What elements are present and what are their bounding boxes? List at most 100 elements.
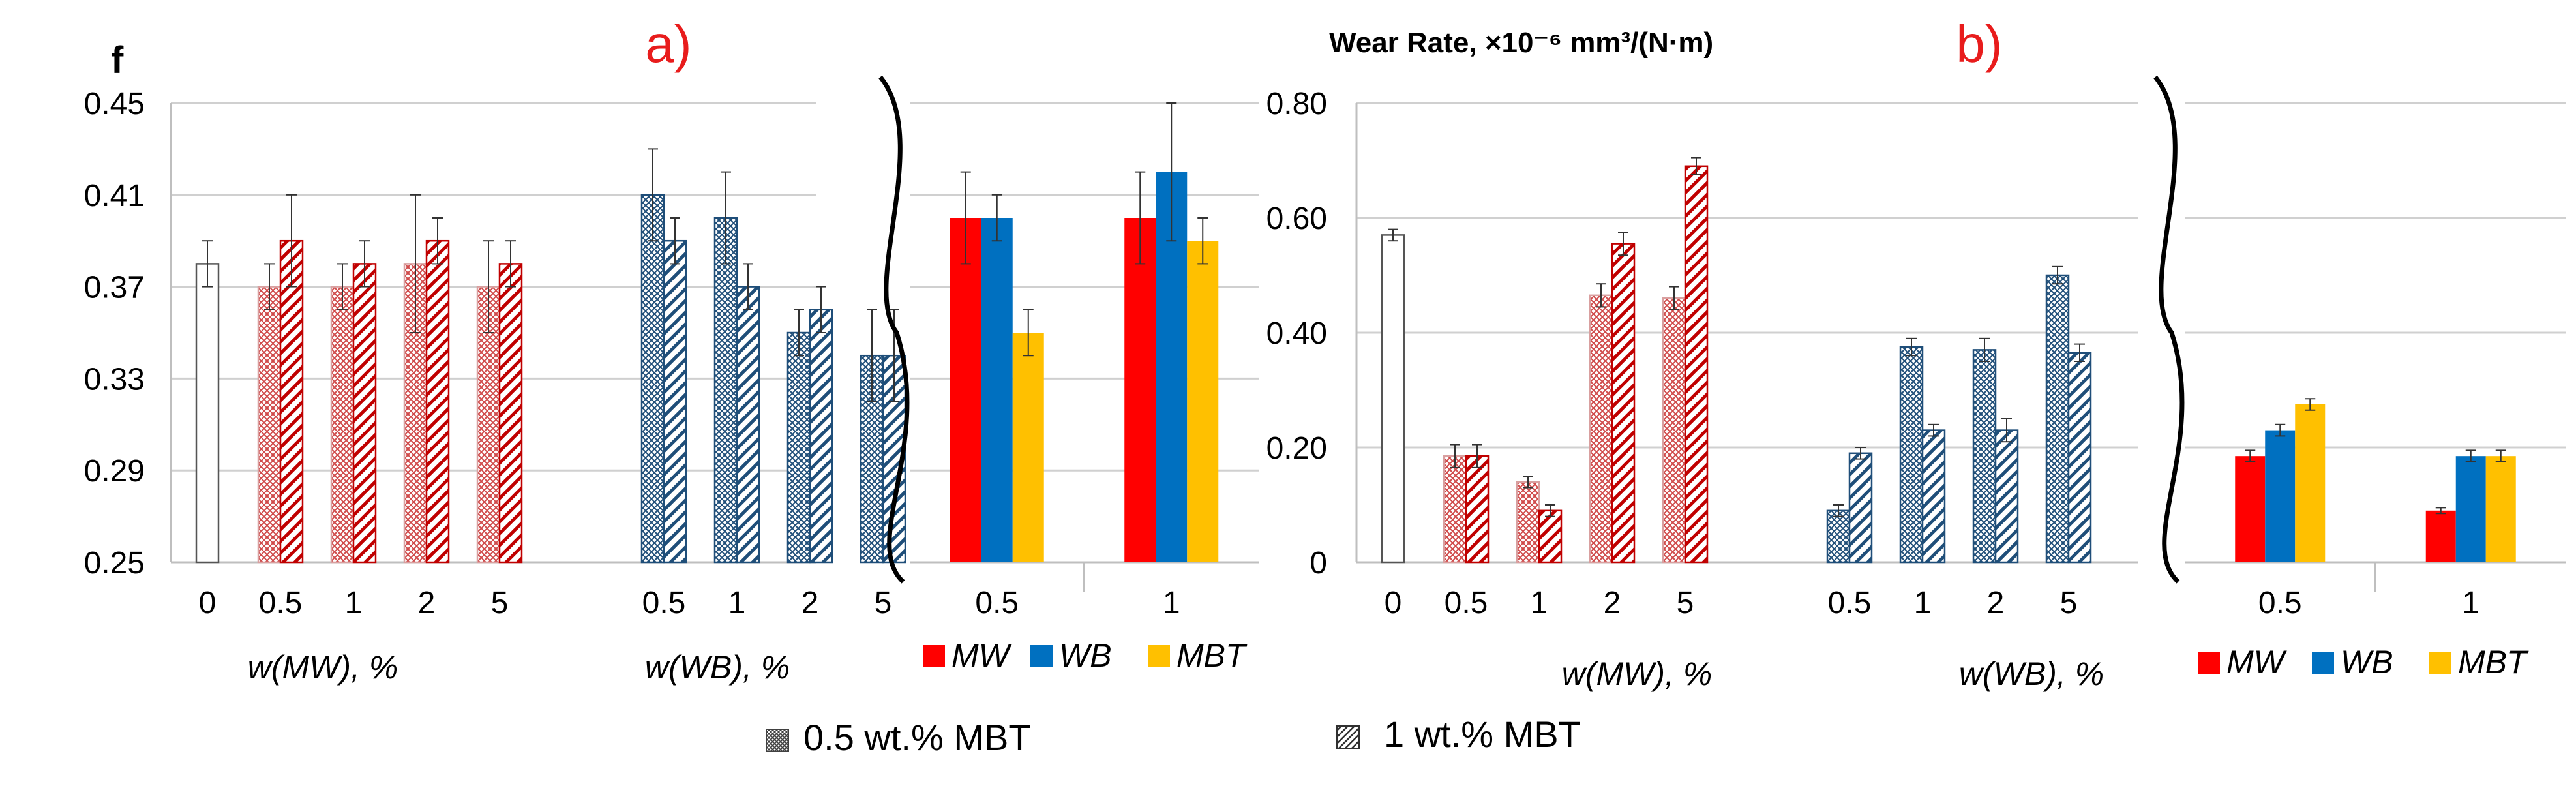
y-tick-label: 0.37	[84, 271, 145, 305]
bar-mw-crosshatch	[257, 286, 282, 564]
bar-mw-crosshatch	[476, 286, 501, 564]
panel-a-inset-legend: MW WB MBT	[923, 637, 1248, 674]
bar-mw-crosshatch	[1662, 297, 1686, 564]
panel-b-title: Wear Rate, ×10⁻⁶ mm³/(N·m)	[1329, 27, 1713, 59]
legend-diagonal-swatch	[1336, 725, 1360, 749]
x-tick-label: 2	[418, 586, 436, 620]
inset-bar-mw	[950, 218, 981, 562]
inset-bar-mbt	[2295, 404, 2326, 562]
y-tick-label: 0.29	[84, 454, 145, 489]
legend-diagonal-label: 1 wt.% MBT	[1384, 714, 1581, 755]
panel-a-x-tick-labels: 0 0.5 1 2 5 0.5 1 2 5 0.5 1	[199, 586, 1180, 620]
panel-a-main-bars	[195, 148, 906, 564]
legend-label-mw: MW	[951, 637, 1013, 674]
bar-wb-diagonal	[1921, 429, 1946, 564]
x-tick-label: 5	[875, 586, 892, 620]
x-tick-label: 0.5	[1828, 586, 1872, 620]
inset-bar-mbt	[1012, 333, 1044, 562]
bar-mw-diagonal	[352, 263, 377, 564]
inset-bar-mbt	[1187, 241, 1219, 562]
inset-bar-wb	[2455, 456, 2486, 562]
bar-mw-diagonal	[1538, 509, 1563, 564]
bar-mw-diagonal	[498, 263, 523, 564]
panel-a-corner-label: f	[111, 39, 124, 82]
legend-label-wb: WB	[2341, 644, 2393, 680]
bar-base-blank	[1381, 234, 1405, 564]
legend-swatch-mw	[2198, 652, 2220, 674]
panel-a-y-tick-labels: 0.25 0.29 0.33 0.37 0.41 0.45	[84, 87, 145, 581]
panel-b-inset-legend: MW WB MBT	[2198, 644, 2529, 680]
inset-bar-mw	[2235, 456, 2266, 562]
x-tick-label: 1	[728, 586, 746, 620]
panel-b-y-tick-labels: 0 0.20 0.40 0.60 0.80	[1266, 87, 1327, 581]
x-tick-label: 2	[801, 586, 819, 620]
bar-wb-crosshatch	[1826, 509, 1851, 564]
bar-mw-crosshatch	[1443, 455, 1467, 564]
panel-b-xlabel-mw: w(MW), %	[1562, 656, 1713, 692]
panel-b-inset-bars	[2153, 75, 2516, 592]
pattern-legend: 0.5 wt.% MBT 1 wt.% MBT	[766, 714, 1581, 758]
bar-mw-diagonal	[1684, 165, 1709, 564]
legend-label-mw: MW	[2226, 644, 2288, 680]
bar-wb-diagonal	[1994, 429, 2019, 564]
bar-mw-diagonal	[279, 239, 304, 564]
y-tick-label: 0.60	[1266, 202, 1327, 236]
bar-mw-diagonal	[1465, 455, 1490, 564]
bar-mw-diagonal	[425, 239, 450, 564]
inset-bar-wb	[2265, 430, 2296, 562]
panel-a-xlabel-mw: w(MW), %	[248, 649, 398, 686]
inset-x-tick-label: 1	[2462, 586, 2479, 620]
panel-a-label: a)	[645, 15, 691, 73]
y-tick-label: 0.80	[1266, 87, 1327, 121]
legend-label-mbt: MBT	[1176, 637, 1248, 674]
x-tick-label: 0.5	[642, 586, 686, 620]
bar-wb-crosshatch	[786, 331, 811, 564]
x-tick-label: 0.5	[259, 586, 303, 620]
panel-b-xlabel-wb: w(WB), %	[1959, 656, 2104, 692]
inset-bar-wb	[981, 218, 1013, 562]
bar-mw-crosshatch	[1589, 294, 1613, 564]
inset-x-tick-label: 1	[1163, 586, 1180, 620]
bar-mw-crosshatch	[1516, 481, 1540, 564]
legend-swatch-mbt	[1148, 645, 1170, 667]
bar-wb-crosshatch	[640, 194, 665, 564]
legend-label-mbt: MBT	[2458, 644, 2529, 680]
axis-break-curve	[2153, 75, 2185, 584]
panel-b-chart: Wear Rate, ×10⁻⁶ mm³/(N·m) b) 0 0.20 0.40 0…	[1266, 15, 2566, 692]
x-tick-label: 5	[491, 586, 509, 620]
x-tick-label: 5	[2060, 586, 2078, 620]
inset-bar-mw	[1124, 218, 1156, 562]
legend-swatch-mbt	[2429, 652, 2451, 674]
legend-swatch-mw	[923, 645, 945, 667]
y-tick-label: 0.33	[84, 362, 145, 397]
bar-wb-diagonal	[809, 309, 833, 564]
x-tick-label: 0	[199, 586, 217, 620]
legend-swatch-wb	[2312, 652, 2334, 674]
bar-wb-diagonal	[736, 286, 760, 564]
y-tick-label: 0.40	[1266, 316, 1327, 351]
x-tick-label: 1	[1531, 586, 1548, 620]
y-tick-label: 0.25	[84, 546, 145, 581]
legend-label-wb: WB	[1059, 637, 1112, 674]
inset-bar-mw	[2425, 510, 2456, 562]
panel-b-label: b)	[1956, 15, 2002, 73]
bar-wb-crosshatch	[2045, 274, 2070, 564]
inset-x-tick-label: 0.5	[975, 586, 1019, 620]
bar-base-blank	[195, 263, 220, 564]
panel-b-main-bars	[1381, 157, 2092, 564]
legend-crosshatch-swatch	[766, 729, 789, 752]
x-tick-label: 5	[1677, 586, 1694, 620]
legend-crosshatch-label: 0.5 wt.% MBT	[803, 717, 1031, 758]
y-tick-label: 0.45	[84, 87, 145, 121]
bar-wb-diagonal	[2067, 352, 2092, 564]
bar-wb-crosshatch	[1899, 346, 1924, 564]
x-tick-label: 0	[1385, 586, 1402, 620]
bar-wb-diagonal	[663, 239, 687, 564]
bar-mw-diagonal	[1611, 243, 1636, 564]
y-tick-label: 0.20	[1266, 431, 1327, 466]
inset-x-tick-label: 0.5	[2258, 586, 2302, 620]
x-tick-label: 2	[1987, 586, 2005, 620]
x-tick-label: 0.5	[1445, 586, 1488, 620]
panel-a-xlabel-wb: w(WB), %	[645, 649, 790, 686]
